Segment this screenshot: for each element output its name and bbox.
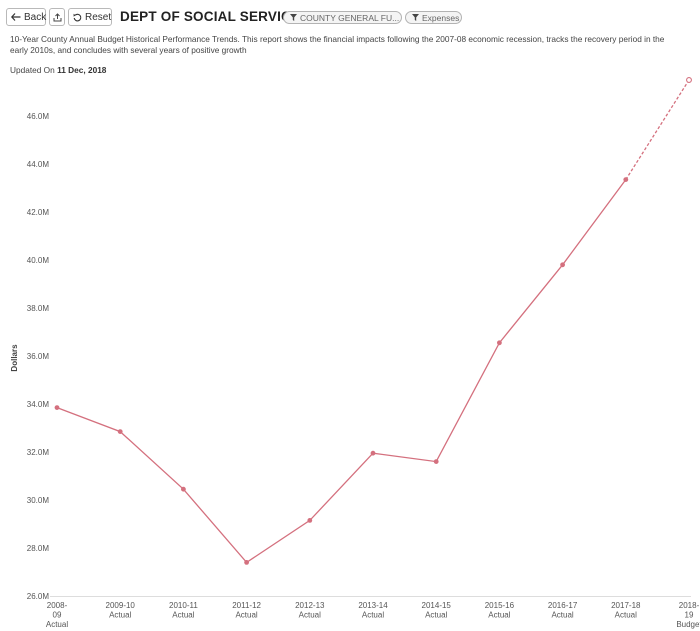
y-tick-label: 36.0M: [27, 352, 50, 361]
filter-icon: [412, 13, 422, 23]
data-point: [117, 429, 123, 434]
x-tick-label: 2012-13 Actual: [295, 601, 325, 620]
data-point: [623, 177, 629, 183]
toolbar: Back Reset: [6, 7, 112, 27]
y-tick-label: 38.0M: [27, 304, 50, 313]
data-point: [54, 405, 60, 410]
undo-icon: [73, 13, 82, 22]
expenses-filter-chip[interactable]: Expenses: [405, 11, 462, 24]
data-point: [244, 560, 250, 565]
y-tick-label: 30.0M: [27, 496, 50, 505]
actual-line: [56, 179, 627, 564]
y-tick-label: 42.0M: [27, 208, 50, 217]
x-tick-label: 2010-11 Actual: [169, 601, 198, 620]
report-description: 10-Year County Annual Budget Historical …: [10, 34, 665, 55]
x-tick-label: 2013-14 Actual: [358, 601, 388, 620]
series-line: [56, 79, 690, 564]
x-tick-label: 2015-16 Actual: [485, 601, 515, 620]
x-tick-label: 2008-09 Actual: [46, 601, 68, 629]
x-tick-label: 2018-19 Budget: [676, 601, 700, 629]
updated-on: Updated On 11 Dec, 2018: [10, 65, 106, 75]
x-tick-label: 2017-18 Actual: [611, 601, 641, 620]
reset-button-label: Reset: [85, 11, 112, 23]
y-axis-ticks: 26.0M 28.0M 30.0M 32.0M 34.0M 36.0M 38.0M 40.0M…: [27, 112, 50, 601]
fund-filter-chip[interactable]: COUNTY GENERAL FU...: [283, 11, 402, 24]
data-point: [307, 518, 313, 523]
y-tick-label: 40.0M: [27, 256, 50, 265]
y-axis-label: Dollars: [10, 344, 19, 372]
chart-axes: Dollars: [10, 344, 691, 597]
series-points: [54, 77, 692, 565]
share-icon: [53, 12, 62, 22]
data-point: [560, 262, 565, 268]
back-button[interactable]: Back: [6, 8, 46, 26]
expenses-filter-label: Expenses: [422, 12, 460, 23]
filter-icon: [290, 13, 300, 23]
page-title: DEPT OF SOCIAL SERVICES: [120, 9, 310, 24]
x-tick-label: 2016-17 Actual: [548, 601, 578, 620]
updated-prefix: Updated On: [10, 65, 55, 75]
back-button-label: Back: [24, 11, 47, 23]
data-point: [181, 486, 186, 492]
x-tick-label: 2011-12 Actual: [232, 601, 261, 620]
y-tick-label: 44.0M: [27, 160, 50, 169]
data-point: [497, 340, 502, 346]
y-tick-label: 46.0M: [27, 112, 50, 121]
x-tick-label: 2014-15 Actual: [422, 601, 452, 620]
arrow-left-icon: [11, 13, 21, 21]
fund-filter-label: COUNTY GENERAL FU...: [300, 12, 400, 23]
data-point: [433, 459, 439, 464]
share-button[interactable]: [49, 8, 65, 26]
data-point: [370, 450, 376, 456]
budget-point: [686, 77, 692, 83]
x-axis-ticks: 2008-09 Actual 2009-10 Actual 2010-11 Actual 2…: [46, 601, 700, 629]
y-tick-label: 26.0M: [27, 592, 50, 601]
reset-button[interactable]: Reset: [68, 8, 112, 26]
x-tick-label: 2009-10 Actual: [106, 601, 136, 620]
y-tick-label: 34.0M: [27, 400, 50, 409]
budget-projection-line: [625, 79, 690, 180]
y-tick-label: 32.0M: [27, 448, 50, 457]
updated-date: 11 Dec, 2018: [57, 65, 107, 75]
y-tick-label: 28.0M: [27, 544, 50, 553]
